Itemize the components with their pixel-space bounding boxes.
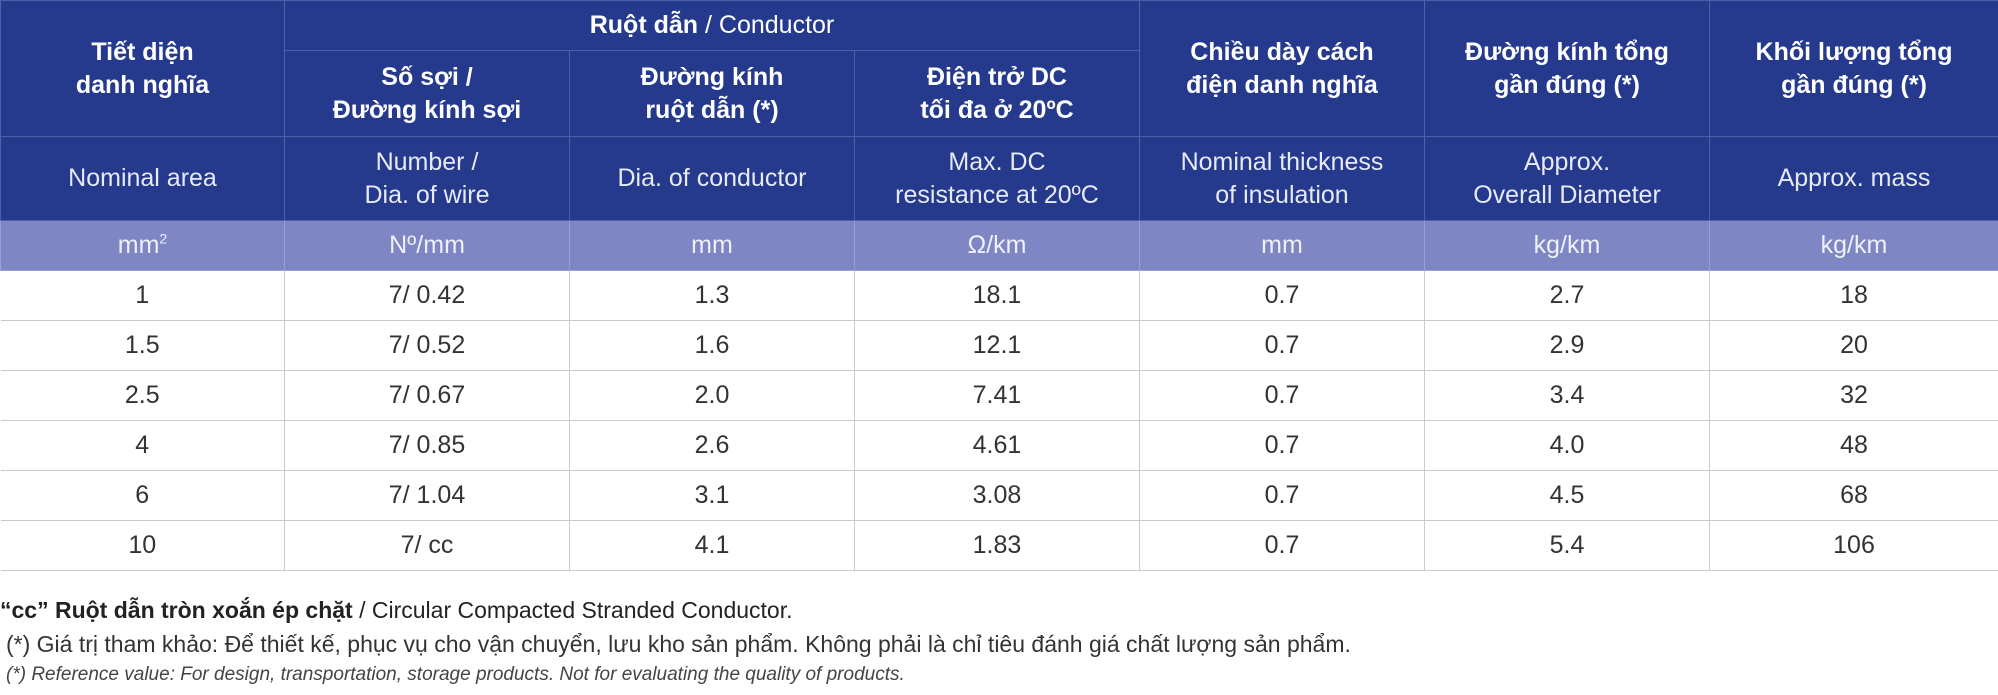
cell-resistance: 3.08 [854,470,1140,521]
conductor-group-vi: Ruột dẫn [589,11,699,39]
conductor-group-en: / Conductor [705,11,835,39]
cell-dia: 2.6 [569,420,855,471]
cell-insulation: 0.7 [1139,470,1425,521]
cell-overall: 2.9 [1424,320,1710,371]
cell-number: 7/ 0.85 [284,420,570,471]
cell-mass: 106 [1709,520,1998,571]
cell-number: 7/ 0.42 [284,270,570,321]
unit-area-base: mm [117,231,160,259]
cell-area: 6 [0,470,285,521]
footnote-cc-bold: “cc” Ruột dẫn tròn xoắn ép chặt [0,597,353,623]
unit-resistance: Ω/km [854,220,1140,271]
cell-mass: 48 [1709,420,1998,471]
cell-mass: 32 [1709,370,1998,421]
header-resistance-en: Max. DC resistance at 20ºC [854,136,1140,221]
footnote-reference-en: (*) Reference value: For design, transpo… [6,664,905,685]
cable-spec-table: Tiết diện danh nghĩa Ruột dẫn / Conductor… [0,0,1998,571]
footnote-cc-rest: / Circular Compacted Stranded Conductor. [352,597,793,623]
cell-resistance: 7.41 [854,370,1140,421]
cell-mass: 20 [1709,320,1998,371]
header-number-en: Number / Dia. of wire [284,136,570,221]
cell-number: 7/ 0.67 [284,370,570,421]
header-dia-conductor-vi: Đường kính ruột dẫn (*) [569,50,855,137]
table-row: 4 7/ 0.85 2.6 4.61 0.7 4.0 48 [0,420,1998,471]
cell-insulation: 0.7 [1139,270,1425,321]
footnote-cc: “cc” Ruột dẫn tròn xoắn ép chặt / Circul… [0,593,1998,627]
header-overall-dia-vi: Đường kính tổng gần đúng (*) [1424,0,1710,137]
table-row: 6 7/ 1.04 3.1 3.08 0.7 4.5 68 [0,470,1998,521]
table-row: 1 7/ 0.42 1.3 18.1 0.7 2.7 18 [0,270,1998,321]
cell-resistance: 12.1 [854,320,1140,371]
cell-overall: 3.4 [1424,370,1710,421]
header-mass-vi: Khối lượng tổng gần đúng (*) [1709,0,1998,137]
unit-overall: kg/km [1424,220,1710,271]
header-mass-en: Approx. mass [1709,136,1998,221]
header-nominal-area-en: Nominal area [0,136,285,221]
header-number-vi: Số sợi / Đường kính sợi [284,50,570,137]
footnotes: “cc” Ruột dẫn tròn xoắn ép chặt / Circul… [0,593,1998,689]
cell-area: 4 [0,420,285,471]
cell-number: 7/ 1.04 [284,470,570,521]
unit-dia: mm [569,220,855,271]
unit-area-sup: 2 [159,230,168,247]
unit-number: Nº/mm [284,220,570,271]
cell-resistance: 18.1 [854,270,1140,321]
cell-insulation: 0.7 [1139,370,1425,421]
table-row: 10 7/ cc 4.1 1.83 0.7 5.4 106 [0,520,1998,571]
cell-dia: 3.1 [569,470,855,521]
header-dia-conductor-en: Dia. of conductor [569,136,855,221]
cell-overall: 4.5 [1424,470,1710,521]
cell-mass: 68 [1709,470,1998,521]
header-resistance-vi: Điện trở DC tối đa ở 20ºC [854,50,1140,137]
cell-insulation: 0.7 [1139,320,1425,371]
cell-dia: 2.0 [569,370,855,421]
table-row: 2.5 7/ 0.67 2.0 7.41 0.7 3.4 32 [0,370,1998,421]
cell-overall: 5.4 [1424,520,1710,571]
cell-overall: 4.0 [1424,420,1710,471]
table-row: 1.5 7/ 0.52 1.6 12.1 0.7 2.9 20 [0,320,1998,371]
header-insulation-vi: Chiều dày cách điện danh nghĩa [1139,0,1425,137]
cell-resistance: 4.61 [854,420,1140,471]
cell-resistance: 1.83 [854,520,1140,571]
unit-insulation: mm [1139,220,1425,271]
cell-number: 7/ cc [284,520,570,571]
cell-number: 7/ 0.52 [284,320,570,371]
cell-dia: 4.1 [569,520,855,571]
cell-area: 1.5 [0,320,285,371]
cell-insulation: 0.7 [1139,520,1425,571]
header-overall-dia-en: Approx. Overall Diameter [1424,136,1710,221]
cell-mass: 18 [1709,270,1998,321]
header-conductor-group: Ruột dẫn / Conductor [284,0,1140,51]
unit-mass: kg/km [1709,220,1998,271]
cell-area: 2.5 [0,370,285,421]
footnote-reference-vi: (*) Giá trị tham khảo: Để thiết kế, phục… [6,631,1351,657]
unit-area: mm2 [0,220,285,271]
units-row: mm2 Nº/mm mm Ω/km mm kg/km kg/km [0,220,1998,271]
header-insulation-en: Nominal thickness of insulation [1139,136,1425,221]
cell-area: 1 [0,270,285,321]
cell-dia: 1.6 [569,320,855,371]
cell-area: 10 [0,520,285,571]
cell-dia: 1.3 [569,270,855,321]
cell-overall: 2.7 [1424,270,1710,321]
header-nominal-area-vi: Tiết diện danh nghĩa [0,0,285,137]
cell-insulation: 0.7 [1139,420,1425,471]
